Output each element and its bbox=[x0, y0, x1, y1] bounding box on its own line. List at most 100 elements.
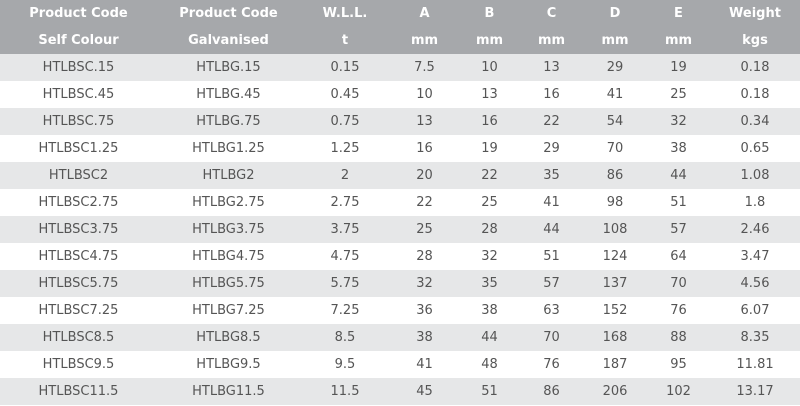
table-cell: 29 bbox=[543, 141, 560, 156]
table-cell: 4.75 bbox=[330, 249, 360, 264]
table-cell: 9.5 bbox=[334, 357, 356, 372]
header-cell: C bbox=[546, 6, 557, 21]
table-cell: 35 bbox=[543, 168, 560, 183]
table-cell: 38 bbox=[481, 303, 498, 318]
table-cell: 51 bbox=[670, 195, 687, 210]
table-cell: 95 bbox=[670, 357, 687, 372]
table-cell: HTLBG.75 bbox=[196, 114, 261, 129]
table-cell: 187 bbox=[602, 357, 628, 372]
table-row: HTLBSC11.5 HTLBG11.5 11.5 45 51 86 206 102 13.17 bbox=[0, 378, 800, 405]
table-cell: 168 bbox=[602, 330, 628, 345]
table-row: HTLBSC8.5 HTLBG8.5 8.5 38 44 70 168 88 8.35 bbox=[0, 324, 800, 351]
table-cell: 32 bbox=[416, 276, 433, 291]
table-cell: 41 bbox=[416, 357, 433, 372]
table-row: HTLBSC2 HTLBG2 2 20 22 35 86 44 1.08 bbox=[0, 162, 800, 189]
table-cell: HTLBG11.5 bbox=[192, 384, 265, 399]
table-cell: 25 bbox=[670, 87, 687, 102]
table-cell: HTLBSC4.75 bbox=[38, 249, 119, 264]
table-cell: 1.8 bbox=[744, 195, 766, 210]
table-cell: 76 bbox=[543, 357, 560, 372]
table-cell: 124 bbox=[602, 249, 628, 264]
table-cell: 3.47 bbox=[740, 249, 770, 264]
table-row: HTLBSC4.75 HTLBG4.75 4.75 28 32 51 124 64 3.47 bbox=[0, 243, 800, 270]
table-cell: 38 bbox=[670, 141, 687, 156]
table-cell: 0.18 bbox=[740, 60, 770, 75]
table-cell: 38 bbox=[416, 330, 433, 345]
table-cell: HTLBSC7.25 bbox=[38, 303, 119, 318]
table-cell: 1.08 bbox=[740, 168, 770, 183]
table-cell: 5.75 bbox=[330, 276, 360, 291]
table-cell: 70 bbox=[670, 276, 687, 291]
header-cell: E bbox=[674, 6, 683, 21]
header-cell: W.L.L. bbox=[322, 6, 368, 21]
table-cell: 41 bbox=[543, 195, 560, 210]
header-cell: mm bbox=[537, 33, 566, 48]
table-cell: 28 bbox=[416, 249, 433, 264]
table-cell: HTLBSC5.75 bbox=[38, 276, 119, 291]
table-cell: 44 bbox=[543, 222, 560, 237]
table-cell: HTLBSC2 bbox=[48, 168, 109, 183]
table-cell: 86 bbox=[543, 384, 560, 399]
table-row: HTLBSC7.25 HTLBG7.25 7.25 36 38 63 152 76 6.07 bbox=[0, 297, 800, 324]
table-cell: 11.81 bbox=[736, 357, 774, 372]
table-cell: HTLBSC11.5 bbox=[38, 384, 119, 399]
table-cell: 41 bbox=[606, 87, 624, 102]
table-cell: 86 bbox=[606, 168, 624, 183]
table-cell: HTLBG3.75 bbox=[192, 222, 265, 237]
header-row: Self Colour Galvanised t mm mm mm mm mm kgs bbox=[0, 27, 800, 54]
header-cell: kgs bbox=[742, 33, 768, 48]
table-cell: HTLBSC1.25 bbox=[38, 141, 119, 156]
table-cell: 25 bbox=[416, 222, 433, 237]
table-cell: 13 bbox=[481, 87, 498, 102]
table-cell: 0.18 bbox=[740, 87, 770, 102]
table-row: HTLBSC2.75 HTLBG2.75 2.75 22 25 41 98 51 1.8 bbox=[0, 189, 800, 216]
table-cell: 11.5 bbox=[330, 384, 360, 399]
table-cell: HTLBG2 bbox=[202, 168, 255, 183]
table-cell: HTLBG1.25 bbox=[192, 141, 265, 156]
table-cell: 0.75 bbox=[330, 114, 360, 129]
table-cell: 0.15 bbox=[330, 60, 360, 75]
table-cell: 20 bbox=[416, 168, 433, 183]
table-cell: 16 bbox=[481, 114, 498, 129]
table-cell: 0.45 bbox=[330, 87, 360, 102]
table-cell: 22 bbox=[543, 114, 560, 129]
header-cell: mm bbox=[601, 33, 629, 48]
table-cell: 70 bbox=[606, 141, 624, 156]
table-cell: 64 bbox=[670, 249, 687, 264]
table-cell: 10 bbox=[416, 87, 433, 102]
table-cell: 2 bbox=[340, 168, 350, 183]
table-cell: 35 bbox=[481, 276, 498, 291]
table-cell: HTLBG2.75 bbox=[192, 195, 265, 210]
header-cell: A bbox=[419, 6, 430, 21]
header-cell: B bbox=[484, 6, 495, 21]
table-cell: 8.5 bbox=[334, 330, 356, 345]
table-cell: 29 bbox=[606, 60, 624, 75]
table-cell: 76 bbox=[670, 303, 687, 318]
header-cell: mm bbox=[664, 33, 693, 48]
table-cell: 32 bbox=[481, 249, 498, 264]
table-row: HTLBSC.15 HTLBG.15 0.15 7.5 10 13 29 19 0.18 bbox=[0, 54, 800, 81]
table-row: HTLBSC9.5 HTLBG9.5 9.5 41 48 76 187 95 11.81 bbox=[0, 351, 800, 378]
table-cell: 88 bbox=[670, 330, 687, 345]
table-cell: 44 bbox=[481, 330, 498, 345]
table-cell: 13 bbox=[416, 114, 433, 129]
table-row: HTLBSC.45 HTLBG.45 0.45 10 13 16 41 25 0.18 bbox=[0, 81, 800, 108]
table-cell: HTLBG5.75 bbox=[192, 276, 265, 291]
table-cell: 108 bbox=[602, 222, 628, 237]
table-cell: HTLBG.45 bbox=[196, 87, 261, 102]
table-cell: 54 bbox=[606, 114, 624, 129]
table-cell: 4.56 bbox=[740, 276, 770, 291]
table-cell: 7.25 bbox=[330, 303, 360, 318]
table-cell: 152 bbox=[602, 303, 628, 318]
table-cell: 8.35 bbox=[740, 330, 770, 345]
table-cell: HTLBSC8.5 bbox=[42, 330, 115, 345]
table-cell: HTLBG7.25 bbox=[192, 303, 265, 318]
header-cell: D bbox=[609, 6, 621, 21]
table-row: HTLBSC1.25 HTLBG1.25 1.25 16 19 29 70 38 0.65 bbox=[0, 135, 800, 162]
table-cell: 98 bbox=[606, 195, 624, 210]
header-cell: Product Code bbox=[179, 6, 278, 21]
table-cell: HTLBSC9.5 bbox=[42, 357, 115, 372]
table-cell: 32 bbox=[670, 114, 687, 129]
table-cell: HTLBSC.45 bbox=[42, 87, 115, 102]
